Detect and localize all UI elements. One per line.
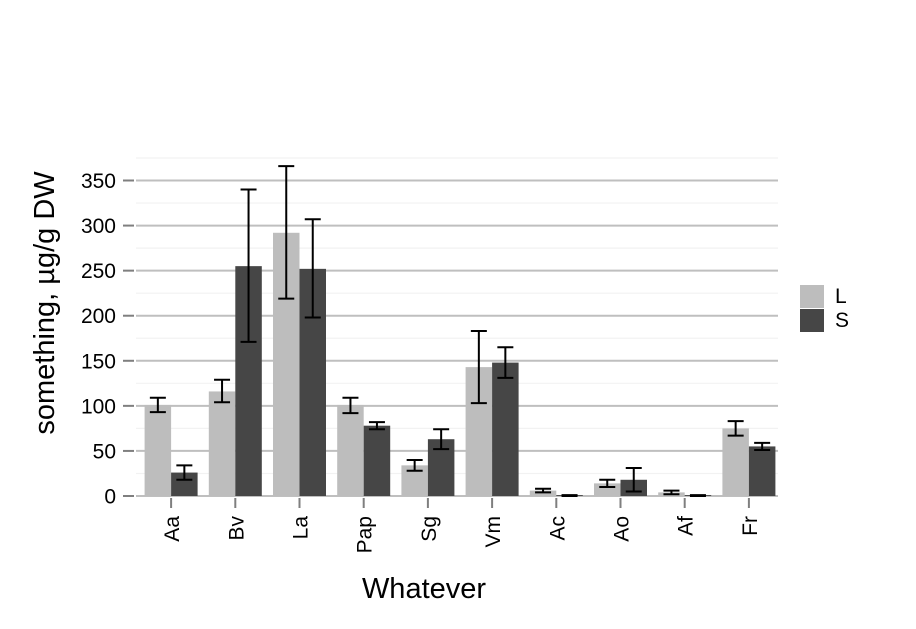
legend-label-S: S	[835, 309, 849, 332]
x-tick-label-Bv: Bv	[225, 516, 248, 541]
y-tick-label: 150	[81, 350, 116, 373]
x-tick-label-Fr: Fr	[739, 516, 762, 536]
legend-label-L: L	[835, 285, 847, 308]
y-tick-label: 250	[81, 260, 116, 283]
bar-L-Fr	[722, 428, 749, 496]
x-tick-label-La: La	[290, 516, 313, 540]
legend: LS	[800, 285, 849, 332]
x-tick-label-Sg: Sg	[418, 516, 441, 542]
y-tick-label: 100	[81, 395, 116, 418]
legend-key-L	[800, 285, 824, 308]
x-tick-label-Ao: Ao	[611, 516, 634, 542]
x-tick-label-Vm: Vm	[482, 516, 505, 548]
bar-S-Fr	[748, 446, 776, 496]
y-axis-title: something, µg/g DW	[29, 171, 61, 435]
bars	[144, 232, 776, 496]
x-axis-title: Whatever	[362, 573, 486, 605]
x-tick-label-Pap: Pap	[354, 516, 377, 553]
y-tick-label: 0	[104, 486, 116, 509]
x-tick-label-Af: Af	[675, 516, 698, 536]
x-axis-ticks: Aa Bv La Pap Sg Vm Ac Ao Af Fr	[161, 498, 762, 553]
x-tick-label-Ac: Ac	[546, 516, 569, 541]
legend-key-S	[800, 309, 824, 332]
bar-L-Pap	[337, 404, 364, 496]
y-axis-ticks: 0 50 100 150 200 250 300 350	[81, 170, 134, 509]
bar-L-Bv	[208, 391, 236, 496]
y-tick-label: 300	[81, 215, 116, 238]
x-tick-label-Aa: Aa	[161, 516, 184, 542]
bar-S-Vm	[492, 362, 519, 496]
y-tick-label: 350	[81, 170, 116, 193]
bar-L-Aa	[144, 404, 172, 496]
y-tick-label: 50	[93, 440, 116, 463]
error-bars	[149, 165, 771, 497]
y-tick-label: 200	[81, 305, 116, 328]
bar-S-Pap	[363, 425, 391, 496]
bar-S-Aa	[171, 472, 198, 496]
